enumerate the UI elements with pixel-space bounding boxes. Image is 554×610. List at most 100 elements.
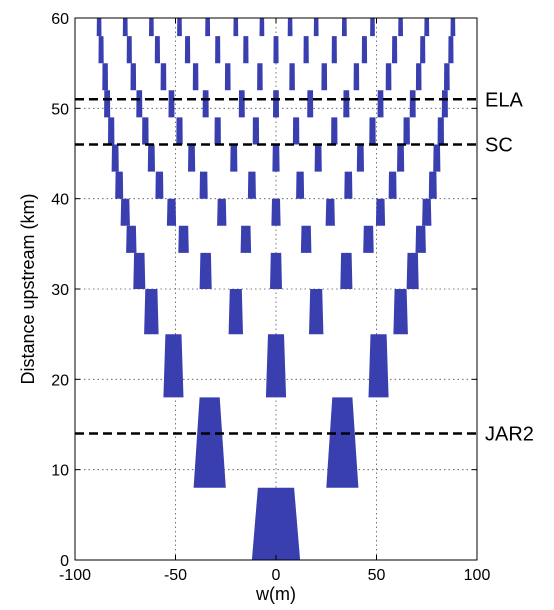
bar-segment [424, 18, 430, 37]
bar-segment [422, 198, 432, 226]
bar-segment [163, 334, 184, 398]
bar-segment [224, 63, 231, 91]
bar-segment [287, 18, 293, 37]
bar-segment [228, 289, 243, 335]
bar-segment [111, 144, 119, 172]
bar-segment [214, 117, 221, 145]
reference-line-label: ELA [485, 89, 523, 111]
bar-segment [126, 36, 132, 64]
bar-segment [251, 487, 301, 560]
bar-segment [147, 144, 155, 172]
bar-segment [292, 117, 300, 145]
bar-segment [233, 18, 239, 37]
bar-segment [303, 36, 309, 64]
bar-segment [321, 63, 328, 91]
bar-segment [393, 289, 408, 335]
bar-segment [142, 117, 149, 145]
bar-segment [331, 117, 338, 145]
bar-segment [240, 225, 252, 253]
bar-segment [136, 90, 143, 118]
bar-segment [247, 171, 256, 199]
bar-segment [331, 36, 337, 64]
bar-segment [120, 198, 130, 226]
bar-segment [433, 144, 441, 172]
x-tick-label: 0 [272, 567, 281, 584]
bar-segment [397, 144, 405, 172]
y-tick-label: 0 [60, 553, 69, 570]
bar-segment [122, 18, 128, 37]
bar-segment [368, 334, 389, 398]
y-axis-ticks: 0 10 20 30 40 50 60 [51, 11, 477, 570]
bar-segment [273, 90, 279, 118]
reference-lines: ELA SC JAR2 [75, 89, 534, 446]
bar-segment [313, 18, 319, 37]
bar-segment [168, 90, 175, 118]
bar-segment [252, 117, 260, 145]
bar-segment [392, 36, 398, 64]
x-tick-label: 50 [368, 567, 386, 584]
bar-segment [341, 18, 347, 37]
bar-segment [385, 63, 392, 91]
bar-segment [102, 63, 108, 91]
bar-segment [104, 90, 111, 118]
bar-segment [353, 63, 360, 91]
bar-segment [133, 252, 146, 289]
bar-segment [273, 36, 279, 64]
bar-segment [259, 18, 265, 37]
x-axis-ticks: -100 -50 0 50 100 [59, 18, 490, 584]
bar-segment [188, 144, 196, 172]
bar-segments [96, 18, 456, 560]
bar-segment [370, 18, 375, 37]
bar-segment [375, 198, 386, 226]
bar-segment [403, 117, 410, 145]
x-tick-label: -50 [164, 567, 187, 584]
reference-line-label: JAR2 [485, 424, 534, 446]
bar-segment [356, 144, 364, 172]
bar-segment [243, 36, 249, 64]
bar-segment [160, 63, 167, 91]
bar-segment [326, 397, 359, 488]
bar-segment [409, 90, 416, 118]
bar-segment [272, 144, 280, 172]
bar-segment [176, 117, 183, 145]
bar-segment [155, 171, 164, 199]
bar-segment [192, 63, 199, 91]
y-axis-label: Distance upstream (km) [18, 193, 38, 384]
bar-segment [369, 117, 376, 145]
bar-segment [398, 18, 403, 37]
x-axis-label: w(m) [255, 584, 296, 604]
bar-segment [450, 18, 456, 37]
bar-segment [307, 90, 314, 118]
x-tick-label: 100 [464, 567, 491, 584]
bar-segment [238, 90, 245, 118]
y-tick-label: 20 [51, 372, 69, 389]
bar-segment [257, 63, 263, 91]
bar-segment [217, 198, 227, 226]
bar-segment [177, 18, 182, 37]
bar-segment [126, 225, 137, 253]
bar-segment [178, 225, 189, 253]
bar-segment [444, 63, 450, 91]
bar-segment [230, 144, 238, 172]
bar-segment [388, 171, 397, 199]
bar-segment [420, 36, 426, 64]
reference-line-label: SC [485, 134, 513, 156]
bar-segment [300, 225, 312, 253]
y-tick-label: 50 [51, 101, 69, 118]
y-tick-label: 40 [51, 192, 69, 209]
bar-segment [361, 36, 368, 64]
bar-segment [343, 90, 350, 118]
bar-segment [108, 117, 115, 145]
y-tick-label: 10 [51, 463, 69, 480]
bar-segment [271, 198, 281, 226]
bar-segment [344, 171, 353, 199]
bar-segment [202, 90, 209, 118]
bar-segment [215, 36, 221, 64]
bar-segment [325, 198, 335, 226]
bar-segment [130, 63, 137, 91]
bar-segment [205, 18, 211, 37]
bar-segment [415, 63, 422, 91]
bar-segment [448, 36, 454, 64]
bar-segment [314, 144, 322, 172]
